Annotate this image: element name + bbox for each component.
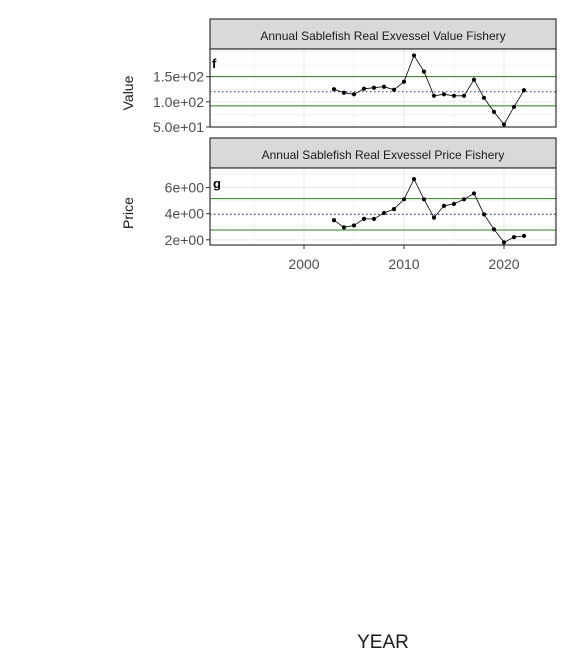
strip-value bbox=[209, 18, 557, 50]
panel-price: Annual Sablefish Real Exvessel Price Fis… bbox=[120, 137, 557, 248]
series-value bbox=[331, 53, 527, 127]
strip-title-price: Annual Sablefish Real Exvessel Price Fis… bbox=[262, 148, 505, 162]
x-axis-title: YEAR bbox=[357, 632, 409, 653]
panel-tag-f: f bbox=[212, 56, 217, 71]
y-tick-label: 1.0e+02 bbox=[153, 94, 204, 110]
data-point bbox=[481, 95, 487, 100]
reference-lines-value bbox=[210, 76, 556, 107]
x-tick-label: 2010 bbox=[388, 256, 419, 272]
data-point bbox=[441, 203, 447, 208]
data-point bbox=[331, 218, 337, 223]
y-tick-label: 6e+00 bbox=[165, 180, 205, 196]
data-point bbox=[441, 92, 447, 97]
data-point bbox=[341, 90, 347, 95]
data-point bbox=[391, 87, 397, 92]
data-point bbox=[411, 176, 417, 182]
data-point bbox=[331, 87, 337, 92]
data-point bbox=[401, 197, 407, 202]
data-point bbox=[371, 216, 377, 221]
data-point bbox=[451, 201, 457, 206]
data-point bbox=[411, 53, 417, 58]
x-tick-label: 2000 bbox=[288, 256, 319, 272]
plot-background bbox=[210, 168, 556, 245]
data-point bbox=[351, 223, 357, 228]
data-point bbox=[451, 93, 457, 98]
plot-border-value bbox=[209, 48, 557, 128]
plot-border-price bbox=[209, 167, 557, 246]
y-tick-label: 5.0e+01 bbox=[153, 119, 204, 135]
data-point bbox=[501, 240, 507, 245]
y-tick-label: 2e+00 bbox=[165, 232, 205, 248]
y-tick-label: 1.5e+02 bbox=[153, 69, 204, 85]
y-ticks-price: 2e+00 4e+00 6e+00 bbox=[165, 180, 210, 248]
data-point bbox=[501, 122, 507, 127]
y-ticks-value: 5.0e+01 1.0e+02 1.5e+02 bbox=[153, 69, 210, 135]
grid-price bbox=[210, 168, 556, 245]
y-axis-title-price: Price bbox=[120, 197, 136, 229]
data-point bbox=[381, 84, 387, 89]
data-point bbox=[521, 233, 527, 238]
data-point bbox=[431, 93, 437, 98]
data-point bbox=[481, 212, 487, 217]
data-point bbox=[511, 235, 517, 240]
data-point bbox=[521, 88, 527, 93]
strip-price bbox=[209, 137, 557, 169]
data-point bbox=[431, 215, 437, 220]
y-axis-title-value: Value bbox=[120, 75, 136, 110]
data-point bbox=[341, 225, 347, 230]
data-point bbox=[371, 85, 377, 90]
data-point bbox=[471, 191, 477, 196]
data-point bbox=[361, 86, 367, 91]
data-point bbox=[491, 227, 497, 232]
data-point bbox=[461, 93, 467, 98]
series-price bbox=[331, 176, 527, 245]
data-point bbox=[421, 197, 427, 202]
y-tick-label: 4e+00 bbox=[165, 206, 205, 222]
data-point bbox=[461, 197, 467, 202]
x-axis: 2000 2010 2020 bbox=[288, 245, 520, 272]
data-point bbox=[511, 104, 517, 109]
data-point bbox=[421, 69, 427, 74]
strip-title-value: Annual Sablefish Real Exvessel Value Fis… bbox=[260, 29, 505, 43]
data-point bbox=[381, 210, 387, 216]
data-point bbox=[391, 207, 397, 212]
panel-tag-g: g bbox=[213, 176, 221, 191]
data-point bbox=[361, 216, 367, 221]
x-tick-label: 2020 bbox=[488, 256, 519, 272]
panel-value: Annual Sablefish Real Exvessel Value Fis… bbox=[120, 18, 557, 135]
data-point bbox=[491, 109, 497, 115]
data-point bbox=[401, 79, 407, 84]
data-point bbox=[351, 92, 357, 97]
data-point bbox=[471, 77, 477, 82]
